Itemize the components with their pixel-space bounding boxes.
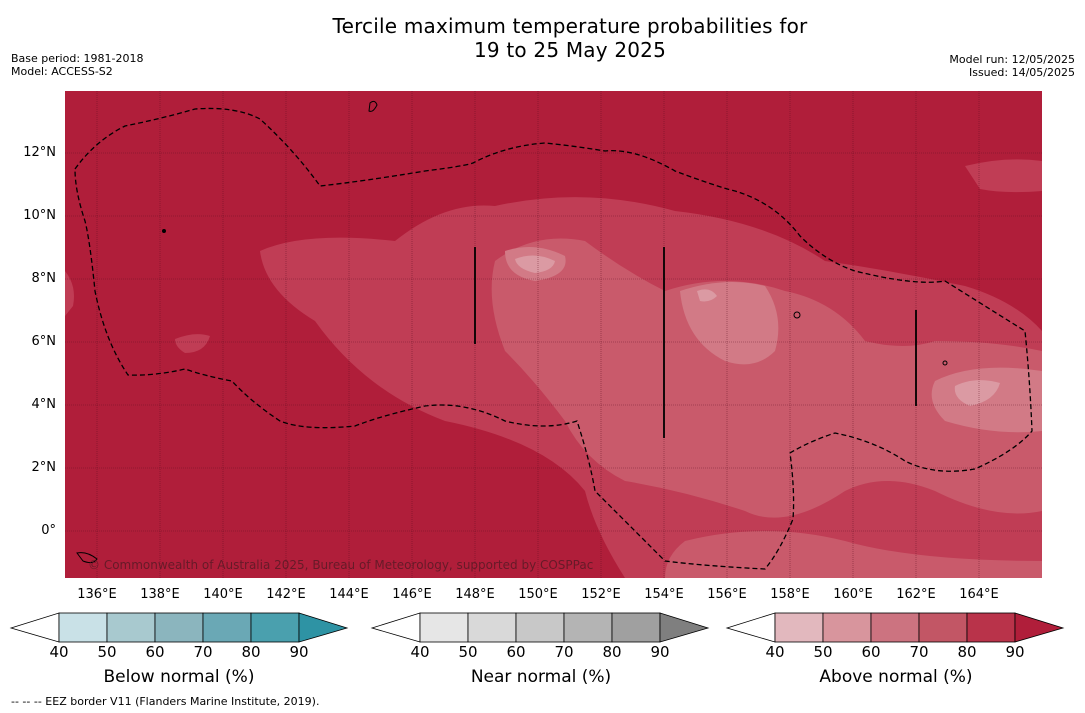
colorbars-svg [9, 612, 1065, 643]
map-title: Tercile maximum temperature probabilitie… [0, 14, 1085, 62]
above-tick-50: 50 [813, 643, 833, 661]
above-normal-title: Above normal (%) [819, 667, 973, 687]
contour-50-a [515, 255, 555, 273]
colorbar-above-70 [918, 612, 968, 643]
contour-80-west [65, 271, 74, 316]
above-tick-70: 70 [909, 643, 929, 661]
lon-label-148e: 148°E [455, 587, 495, 602]
colorbar-near-90 [659, 612, 710, 643]
colorbar-above [725, 612, 1065, 643]
above-tick-80: 80 [957, 643, 977, 661]
lat-label-10n: 10°N [23, 208, 56, 223]
lon-label-142e: 142°E [266, 587, 306, 602]
islands [76, 100, 948, 564]
near-tick-60: 60 [506, 643, 526, 661]
lat-label-12n: 12°N [23, 145, 56, 160]
lon-label-164e: 164°E [959, 587, 999, 602]
title-line-2: 19 to 25 May 2025 [473, 38, 667, 62]
colorbar-below-40 [58, 612, 108, 643]
colorbar-below-start [9, 612, 60, 643]
lon-label-160e: 160°E [833, 587, 873, 602]
map-panel [65, 91, 1042, 578]
lon-label-144e: 144°E [329, 587, 369, 602]
below-tick-90: 90 [289, 643, 309, 661]
contour-50-c [954, 380, 1000, 406]
lon-label-150e: 150°E [518, 587, 558, 602]
near-normal-title: Near normal (%) [470, 667, 612, 687]
near-tick-90: 90 [650, 643, 670, 661]
colorbar-above-start [725, 612, 776, 643]
eez-border-west [74, 107, 1033, 570]
colorbar-below-60 [154, 612, 204, 643]
eez-footer-note: -- -- -- EEZ border V11 (Flanders Marine… [11, 695, 320, 708]
colorbar-below-80 [250, 612, 300, 643]
colorbar-above-50 [822, 612, 872, 643]
copyright-text: © Commonwealth of Australia 2025, Bureau… [88, 558, 594, 572]
above-tick-60: 60 [861, 643, 881, 661]
contour-80-ne [965, 159, 1042, 193]
model-run-text: Model run: 12/05/2025 [949, 53, 1075, 66]
below-tick-60: 60 [145, 643, 165, 661]
lon-label-136e: 136°E [77, 587, 117, 602]
near-tick-80: 80 [602, 643, 622, 661]
colorbar-near-60 [515, 612, 565, 643]
lon-label-140e: 140°E [203, 587, 243, 602]
colorbar-below-90 [298, 612, 349, 643]
colorbar-near-50 [467, 612, 517, 643]
colorbar-above-90 [1014, 612, 1065, 643]
boundary-lines [474, 247, 917, 438]
colorbar-below-50 [106, 612, 156, 643]
colorbar-near-start [370, 612, 421, 643]
lon-label-152e: 152°E [581, 587, 621, 602]
near-tick-50: 50 [458, 643, 478, 661]
lat-label-0: 0° [41, 523, 56, 538]
contour-50-b [697, 289, 717, 302]
lat-label-6n: 6°N [31, 334, 57, 349]
contour-60-a [680, 282, 779, 365]
info-right: Model run: 12/05/2025 Issued: 14/05/2025 [949, 53, 1075, 79]
below-tick-40: 40 [49, 643, 69, 661]
info-left: Base period: 1981-2018 Model: ACCESS-S2 [11, 52, 143, 78]
below-tick-50: 50 [97, 643, 117, 661]
contour-60-b [931, 367, 1042, 433]
colorbar-above-40 [774, 612, 824, 643]
near-tick-70: 70 [554, 643, 574, 661]
below-tick-80: 80 [241, 643, 261, 661]
model-text: Model: ACCESS-S2 [11, 65, 113, 78]
base-period-text: Base period: 1981-2018 [11, 52, 144, 65]
lon-label-156e: 156°E [707, 587, 747, 602]
colorbar-near-80 [611, 612, 661, 643]
lat-label-2n: 2°N [31, 460, 57, 475]
lon-label-146e: 146°E [392, 587, 432, 602]
lon-label-158e: 158°E [770, 587, 810, 602]
colorbar-below [9, 612, 349, 643]
colorbar-near [370, 612, 710, 643]
colorbar-near-70 [563, 612, 613, 643]
issued-text: Issued: 14/05/2025 [968, 66, 1075, 79]
below-normal-title: Below normal (%) [103, 667, 255, 687]
lon-label-154e: 154°E [644, 587, 684, 602]
contour-70-main [491, 238, 1042, 518]
colorbar-below-70 [202, 612, 252, 643]
contour-70-south [665, 531, 1042, 578]
below-tick-70: 70 [193, 643, 213, 661]
lon-label-138e: 138°E [140, 587, 180, 602]
lon-label-162e: 162°E [896, 587, 936, 602]
colorbar-above-60 [870, 612, 920, 643]
near-tick-40: 40 [410, 643, 430, 661]
lat-grid [65, 152, 1042, 532]
colorbar-near-40 [419, 612, 469, 643]
contour-80-small [175, 334, 210, 353]
probability-map [65, 91, 1042, 578]
above-tick-40: 40 [765, 643, 785, 661]
above-tick-90: 90 [1005, 643, 1025, 661]
colorbar-above-80 [966, 612, 1016, 643]
lat-label-4n: 4°N [31, 397, 57, 412]
title-line-1: Tercile maximum temperature probabilitie… [332, 14, 808, 38]
lat-label-8n: 8°N [31, 271, 57, 286]
